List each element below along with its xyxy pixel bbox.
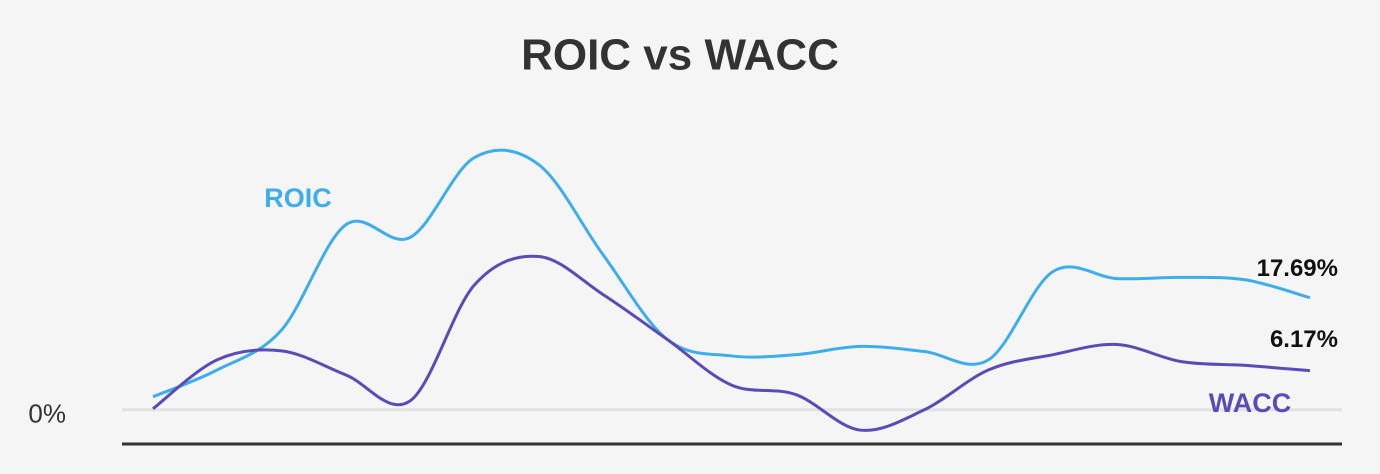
value-label: 17.69% xyxy=(1257,255,1338,282)
series-line xyxy=(152,148,1311,399)
series-label: WACC xyxy=(1209,388,1292,418)
series-label: ROIC xyxy=(264,183,332,213)
chart-title: ROIC vs WACC xyxy=(521,31,839,80)
value-label: 6.17% xyxy=(1270,326,1338,353)
y-tick-label: 0% xyxy=(28,399,66,429)
series-line xyxy=(152,254,1311,432)
